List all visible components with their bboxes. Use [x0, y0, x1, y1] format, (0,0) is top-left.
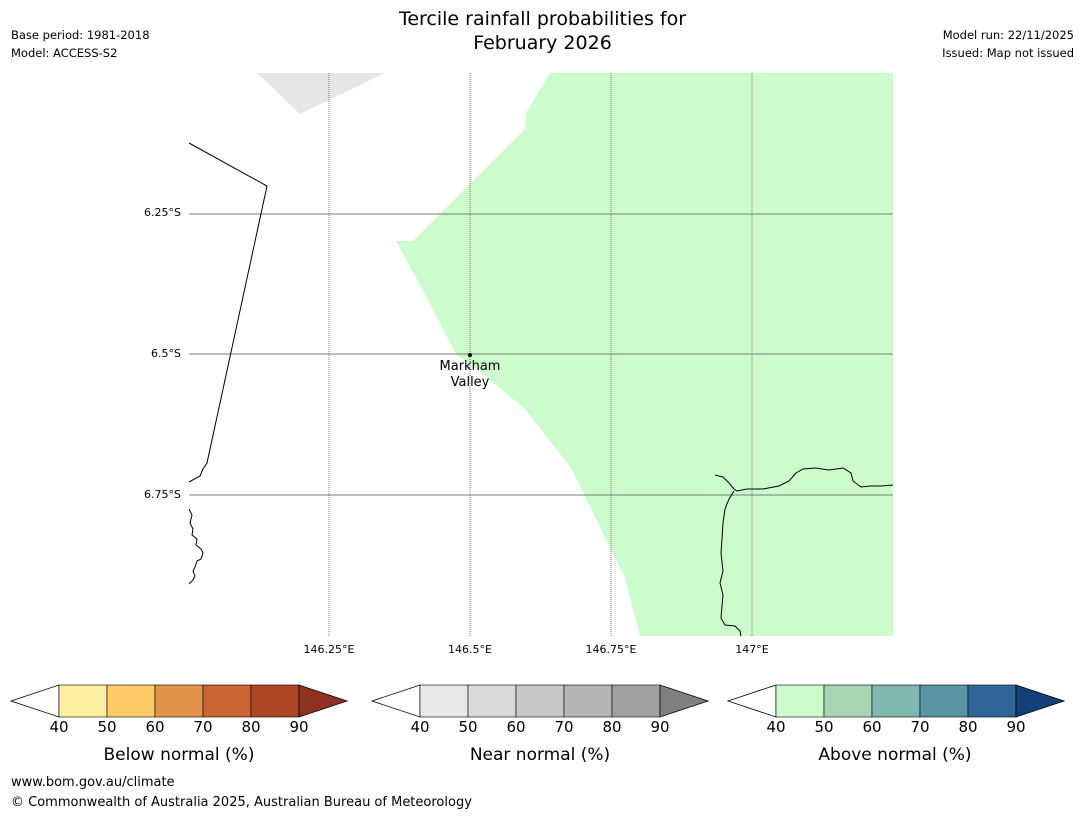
base-period: Base period: 1981-2018	[11, 28, 150, 42]
below-normal-label: Below normal (%)	[103, 745, 255, 765]
below-high-arrow	[298, 684, 349, 718]
model-run: Model run: 22/11/2025	[942, 28, 1074, 42]
near-normal-label: Near normal (%)	[469, 745, 611, 765]
near-tick-label: 90	[650, 718, 670, 736]
location-name-1: Markham	[439, 359, 501, 374]
above-segment	[775, 684, 825, 718]
near-tick-label: 80	[602, 718, 622, 736]
above-normal-label: Above normal (%)	[818, 745, 972, 765]
location-name-2: Valley	[450, 375, 490, 390]
below-segment	[58, 684, 108, 718]
near-low-arrow	[370, 684, 421, 718]
above-low-arrow	[726, 684, 777, 718]
near-segment	[611, 684, 661, 718]
near-tick-label: 40	[410, 718, 430, 736]
coastline-east	[714, 467, 893, 492]
near-high-arrow	[659, 684, 710, 718]
near-tick-label: 70	[554, 718, 574, 736]
above-tick-label: 80	[958, 718, 978, 736]
near-tick-label: 50	[458, 718, 478, 736]
footer-copyright: © Commonwealth of Australia 2025, Austra…	[11, 795, 472, 810]
issued-status: Issued: Map not issued	[942, 46, 1074, 60]
below-normal-colorbar	[9, 684, 349, 718]
below-segment	[106, 684, 156, 718]
near-normal-region	[257, 73, 385, 114]
below-tick-label: 60	[145, 718, 165, 736]
lon-label: 146.25°E	[303, 643, 355, 656]
below-segment	[250, 684, 300, 718]
below-tick-label: 50	[97, 718, 117, 736]
near-segment	[467, 684, 517, 718]
below-tick-label: 90	[289, 718, 309, 736]
map-title: Tercile rainfall probabilities for Febru…	[0, 7, 1085, 55]
lon-label: 146.5°E	[448, 643, 492, 656]
above-tick-label: 60	[862, 718, 882, 736]
river-line	[719, 490, 742, 636]
below-tick-label: 80	[241, 718, 261, 736]
graticule	[189, 73, 893, 636]
above-segment	[823, 684, 873, 718]
below-segment	[202, 684, 252, 718]
above-segment	[919, 684, 969, 718]
model-name: Model: ACCESS-S2	[11, 46, 118, 60]
lon-label: 147°E	[735, 643, 769, 656]
near-segment	[563, 684, 613, 718]
near-segment	[419, 684, 469, 718]
rainfall-map	[189, 73, 893, 636]
above-tick-label: 40	[766, 718, 786, 736]
above-normal-colorbar	[726, 684, 1066, 718]
location-marker	[468, 353, 472, 357]
above-tick-label: 70	[910, 718, 930, 736]
below-tick-label: 70	[193, 718, 213, 736]
meta-left: Base period: 1981-2018 Model: ACCESS-S2	[11, 26, 150, 62]
above-segment	[871, 684, 921, 718]
near-segment	[515, 684, 565, 718]
near-normal-colorbar	[370, 684, 710, 718]
lat-label: 6.5°S	[151, 347, 181, 360]
lat-label: 6.25°S	[144, 206, 181, 219]
title-line-1: Tercile rainfall probabilities for	[398, 8, 687, 30]
lat-label: 6.75°S	[144, 488, 181, 501]
border-line	[189, 142, 268, 483]
meta-right: Model run: 22/11/2025 Issued: Map not is…	[942, 26, 1074, 62]
above-segment	[967, 684, 1017, 718]
lon-label: 146.75°E	[585, 643, 637, 656]
location-label: Markham Valley	[420, 359, 520, 391]
above-tick-label: 50	[814, 718, 834, 736]
coastline-west	[189, 508, 204, 585]
below-tick-label: 40	[49, 718, 69, 736]
above-tick-label: 90	[1006, 718, 1026, 736]
near-tick-label: 60	[506, 718, 526, 736]
below-segment	[154, 684, 204, 718]
below-low-arrow	[9, 684, 60, 718]
title-line-2: February 2026	[473, 32, 612, 54]
colorbars	[9, 684, 1066, 718]
above-high-arrow	[1015, 684, 1066, 718]
footer-url: www.bom.gov.au/climate	[11, 775, 175, 790]
